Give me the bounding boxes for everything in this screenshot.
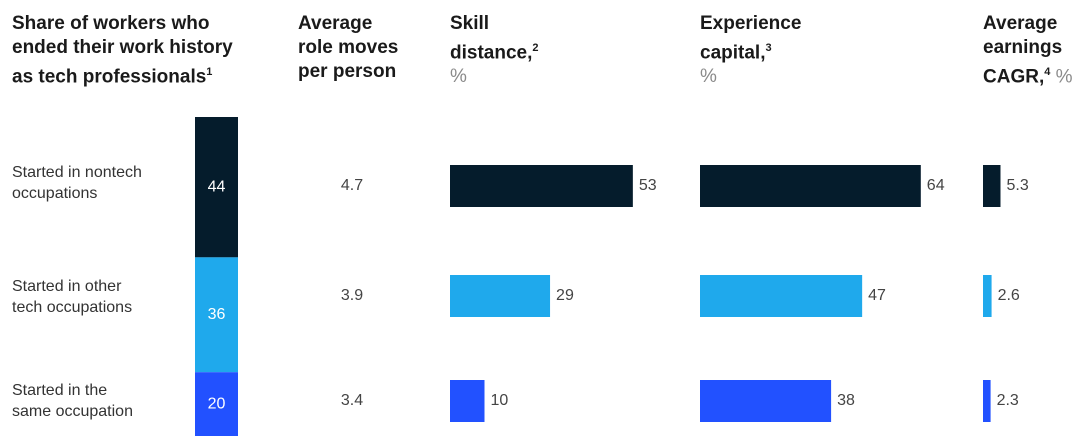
earnings-label-other-tech: 2.6 bbox=[998, 287, 1020, 304]
share-label-same: 20 bbox=[208, 395, 226, 412]
earnings-bar-other-tech bbox=[983, 275, 992, 317]
experience-label-same: 38 bbox=[837, 392, 855, 409]
experience-bar-nontech bbox=[700, 165, 921, 207]
experience-label-other-tech: 47 bbox=[868, 287, 886, 304]
earnings-bar-nontech bbox=[983, 165, 1000, 207]
share-label-other-tech: 36 bbox=[208, 306, 226, 323]
experience-bar-other-tech bbox=[700, 275, 862, 317]
skill-bar-same bbox=[450, 380, 485, 422]
earnings-bar-same bbox=[983, 380, 991, 422]
moves-value-nontech: 4.7 bbox=[341, 177, 363, 194]
share-label-nontech: 44 bbox=[208, 178, 226, 195]
skill-label-nontech: 53 bbox=[639, 177, 657, 194]
moves-value-same: 3.4 bbox=[341, 392, 363, 409]
skill-label-same: 10 bbox=[491, 392, 509, 409]
experience-label-nontech: 64 bbox=[927, 177, 945, 194]
skill-bar-other-tech bbox=[450, 275, 550, 317]
earnings-label-same: 2.3 bbox=[997, 392, 1019, 409]
moves-value-other-tech: 3.9 bbox=[341, 287, 363, 304]
skill-label-other-tech: 29 bbox=[556, 287, 574, 304]
skill-bar-nontech bbox=[450, 165, 633, 207]
earnings-label-nontech: 5.3 bbox=[1006, 177, 1028, 194]
experience-bar-same bbox=[700, 380, 831, 422]
